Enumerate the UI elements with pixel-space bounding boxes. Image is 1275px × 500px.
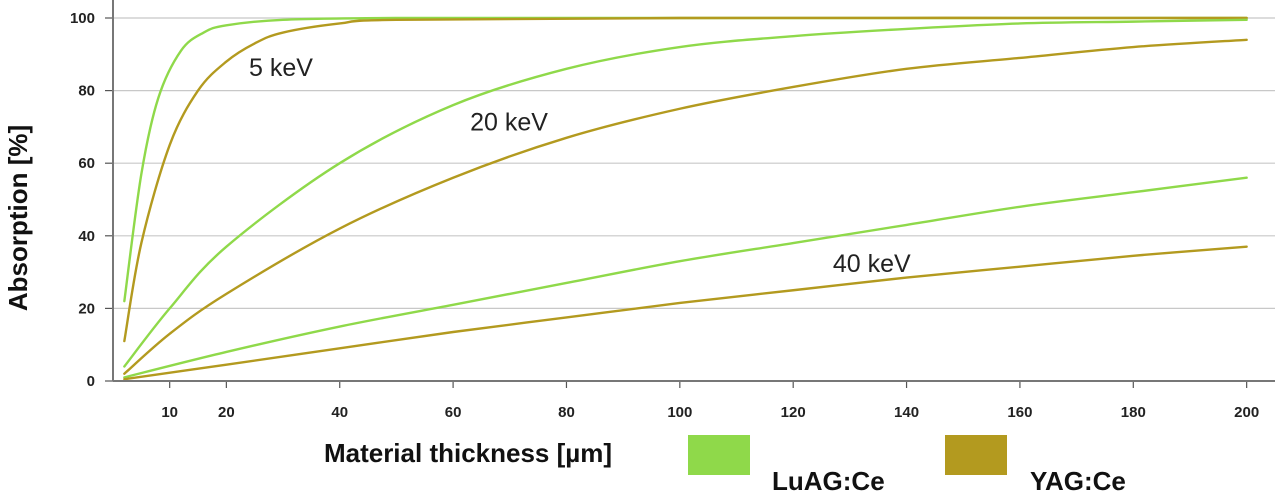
legend-label-yag: YAG:Ce [1030, 466, 1126, 496]
y-tick-label: 100 [70, 10, 95, 27]
x-tick-label: 160 [1007, 404, 1032, 421]
series-line-yag-ce-5-kev [123, 16, 1248, 343]
energy-annotations: 5 keV 20 keV 40 keV [249, 54, 911, 278]
x-tick-label: 200 [1234, 404, 1259, 421]
legend-swatch-luag [688, 435, 750, 475]
energy-annotation: 5 keV [249, 54, 313, 82]
y-tick-label: 80 [78, 83, 95, 100]
y-tick-labels: 0 20 40 60 80 100 [70, 10, 95, 390]
x-tick-label: 180 [1121, 404, 1146, 421]
y-tick-label: 20 [78, 300, 95, 317]
x-tick-labels: 10 20 40 60 80 100 120 140 160 180 200 [161, 404, 1259, 421]
x-tick-label: 60 [445, 404, 462, 421]
energy-annotation: 20 keV [470, 109, 548, 137]
series-line-luag-ce-20-kev [123, 18, 1248, 368]
y-tick-label: 60 [78, 155, 95, 172]
y-tick-label: 0 [87, 373, 95, 390]
x-tick-label: 140 [894, 404, 919, 421]
x-tick-label: 80 [558, 404, 575, 421]
data-series [123, 16, 1248, 381]
legend-swatch-yag [945, 435, 1007, 475]
x-tick-label: 100 [667, 404, 692, 421]
x-tick-label: 20 [218, 404, 235, 421]
energy-annotation: 40 keV [833, 250, 911, 278]
y-axis-title: Absorption [%] [3, 125, 33, 311]
x-axis-title: Material thickness [µm] [324, 438, 612, 468]
x-tick-label: 120 [781, 404, 806, 421]
series-line-luag-ce-40-kev [123, 176, 1248, 379]
x-tick-label: 40 [331, 404, 348, 421]
x-tick-label: 10 [161, 404, 178, 421]
y-tick-label: 40 [78, 228, 95, 245]
legend: LuAG:Ce YAG:Ce [688, 435, 1126, 496]
legend-label-luag: LuAG:Ce [772, 466, 885, 496]
series-line-yag-ce-20-kev [123, 38, 1248, 375]
series-line-yag-ce-40-kev [123, 245, 1248, 381]
